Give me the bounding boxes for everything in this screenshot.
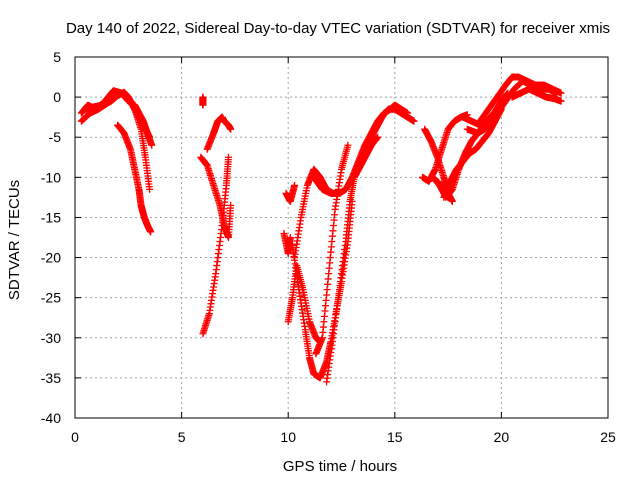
y-tick-label: -35: [41, 370, 61, 386]
series-arc23: [476, 73, 565, 125]
data-point: [410, 117, 418, 125]
data-point: [146, 133, 154, 141]
y-axis-label: SDTVAR / TECUs: [6, 180, 23, 300]
x-tick-label: 10: [280, 429, 296, 445]
series-arc7: [203, 113, 235, 153]
y-tick-label: 0: [53, 89, 61, 105]
y-tick-label: -30: [41, 330, 61, 346]
data-point: [374, 133, 382, 141]
data-point: [148, 141, 156, 149]
x-tick-label: 15: [387, 429, 403, 445]
y-tick-label: -40: [41, 410, 61, 426]
chart-title: Day 140 of 2022, Sidereal Day-to-day VTE…: [66, 20, 610, 37]
series-arc15: [359, 105, 418, 157]
y-tick-label: -10: [41, 169, 61, 185]
y-tick-label: -5: [49, 129, 62, 145]
x-axis-label: GPS time / hours: [283, 458, 397, 475]
data-point: [557, 89, 565, 97]
data-marks: [77, 73, 565, 386]
series-arc13: [323, 133, 382, 386]
data-point: [286, 234, 294, 241]
y-tick-label: -15: [41, 209, 61, 225]
series-arc24: [508, 85, 565, 105]
series-arc6: [199, 153, 233, 338]
axis-ticks: 0 5 10 15 20 25 5 0 -5 -10 -15 -20 -25 -30 -35 -40: [41, 49, 616, 445]
data-point: [291, 181, 299, 189]
data-point: [227, 201, 235, 209]
x-tick-label: 5: [178, 429, 186, 445]
series-arc3: [114, 121, 155, 236]
series-arc10: [284, 262, 324, 346]
x-tick-label: 0: [71, 429, 79, 445]
data-point: [227, 125, 235, 133]
data-point: [199, 93, 207, 101]
series-arc4: [82, 88, 154, 141]
data-point: [448, 197, 456, 205]
x-tick-label: 25: [600, 429, 616, 445]
series-arc16: [282, 181, 299, 205]
series-arc17: [280, 229, 294, 258]
data-point: [344, 141, 352, 149]
series-arc26: [433, 177, 452, 201]
series-arc11: [291, 165, 337, 262]
data-point: [444, 193, 452, 201]
y-tick-label: 5: [53, 49, 61, 65]
series-arc25: [463, 89, 512, 137]
data-point: [147, 228, 155, 236]
plot-frame: [74, 56, 609, 419]
data-point: [146, 185, 154, 193]
data-point: [225, 153, 233, 161]
y-tick-label: -20: [41, 250, 61, 266]
series-arc8: [199, 93, 207, 109]
data-point: [557, 97, 565, 105]
x-tick-label: 20: [494, 429, 510, 445]
grid-lines: [75, 57, 608, 418]
series-arc14: [312, 141, 352, 358]
y-tick-label: -25: [41, 290, 61, 306]
data-point: [504, 89, 512, 97]
